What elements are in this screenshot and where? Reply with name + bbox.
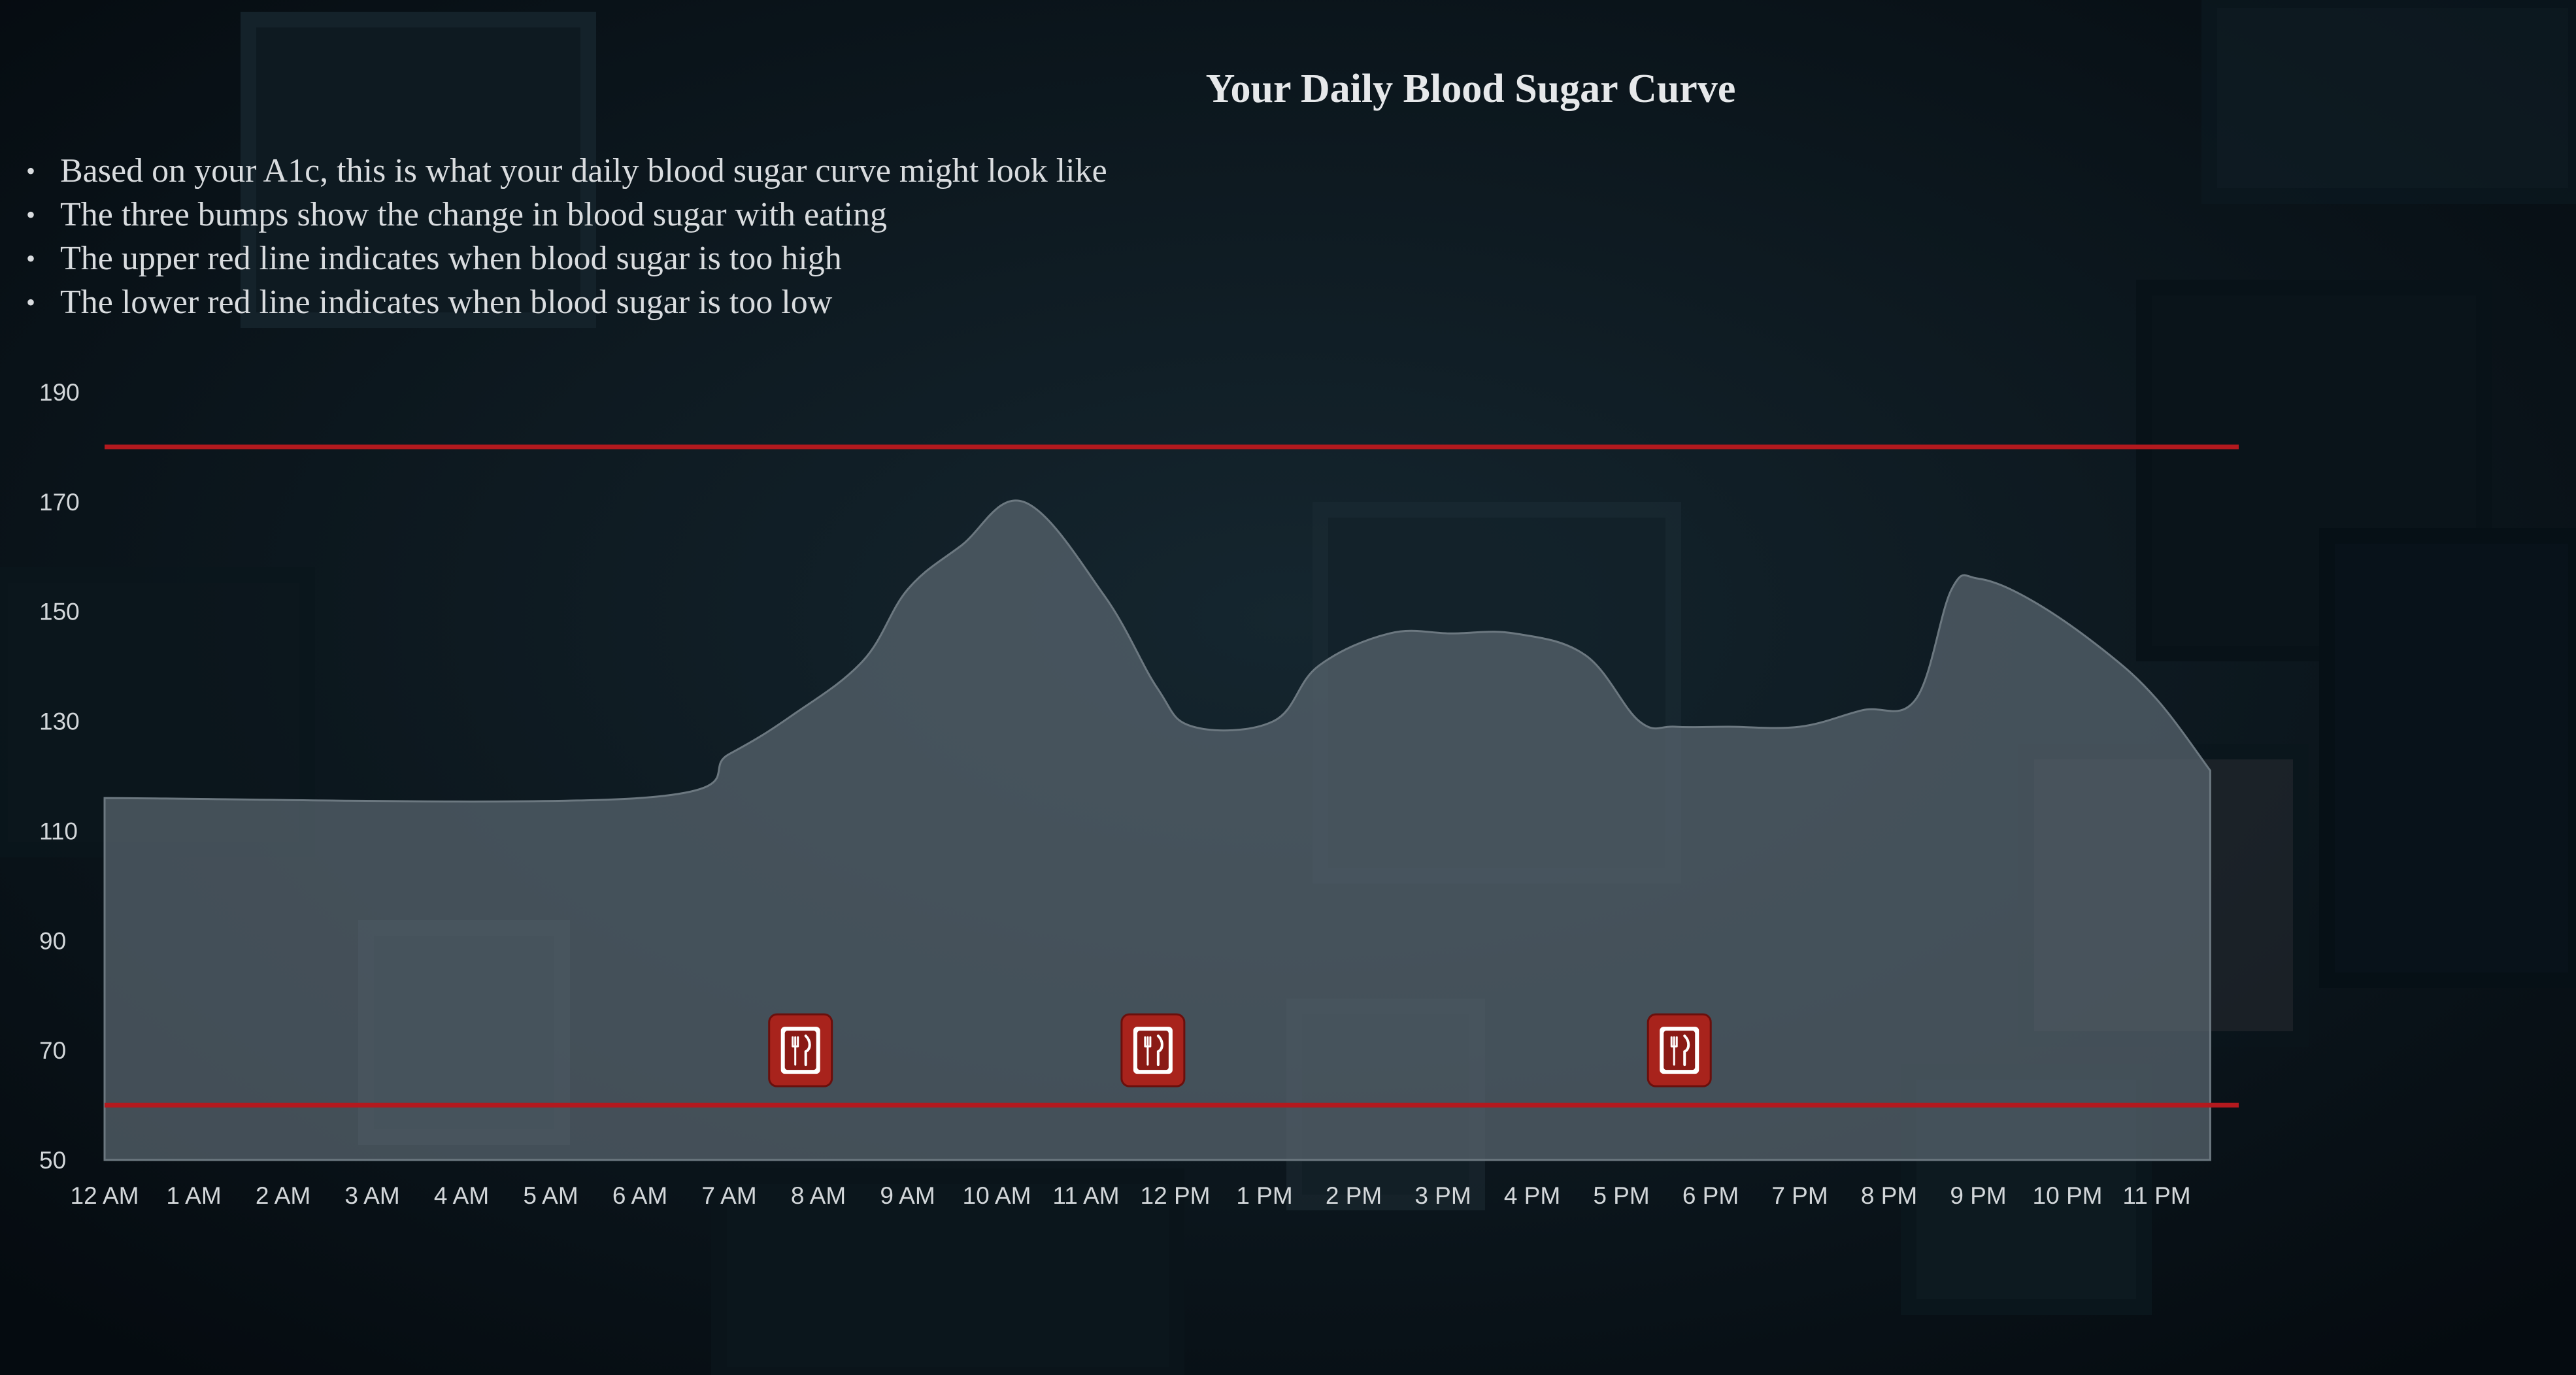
x-tick-label: 7 AM xyxy=(701,1182,756,1209)
x-tick-label: 12 AM xyxy=(71,1182,139,1209)
y-tick-label: 130 xyxy=(39,708,80,735)
x-tick-label: 5 PM xyxy=(1593,1182,1649,1209)
x-tick-label: 3 PM xyxy=(1414,1182,1471,1209)
fork-knife-icon xyxy=(768,1013,833,1087)
x-tick-label: 4 AM xyxy=(434,1182,489,1209)
x-tick-label: 5 AM xyxy=(523,1182,578,1209)
fork-knife-icon xyxy=(1120,1013,1186,1087)
explanation-item: The upper red line indicates when blood … xyxy=(26,237,1107,280)
x-tick-label: 12 PM xyxy=(1141,1182,1211,1209)
x-tick-label: 1 PM xyxy=(1236,1182,1292,1209)
fork-knife-icon xyxy=(1647,1013,1712,1087)
x-tick-label: 11 PM xyxy=(2122,1182,2190,1209)
x-tick-label: 2 PM xyxy=(1326,1182,1382,1209)
explanation-item: The lower red line indicates when blood … xyxy=(26,280,1107,324)
x-tick-label: 6 PM xyxy=(1682,1182,1739,1209)
explanation-list: Based on your A1c, this is what your dai… xyxy=(26,149,1107,324)
y-tick-label: 170 xyxy=(39,489,80,516)
x-tick-label: 9 PM xyxy=(1950,1182,2006,1209)
y-tick-label: 90 xyxy=(39,927,66,954)
x-tick-label: 8 PM xyxy=(1861,1182,1917,1209)
explanation-item: Based on your A1c, this is what your dai… xyxy=(26,149,1107,193)
x-tick-label: 3 AM xyxy=(344,1182,399,1209)
y-tick-label: 50 xyxy=(39,1147,66,1174)
x-tick-label: 4 PM xyxy=(1504,1182,1560,1209)
x-tick-label: 8 AM xyxy=(791,1182,846,1209)
y-tick-label: 190 xyxy=(39,379,80,406)
y-tick-label: 70 xyxy=(39,1037,66,1064)
x-tick-label: 11 AM xyxy=(1052,1182,1119,1209)
explanation-item: The three bumps show the change in blood… xyxy=(26,193,1107,237)
area-series-0 xyxy=(103,499,2211,1161)
chart-title: Your Daily Blood Sugar Curve xyxy=(1205,67,1736,111)
x-tick-label: 7 PM xyxy=(1771,1182,1828,1209)
x-tick-label: 9 AM xyxy=(880,1182,935,1209)
x-tick-label: 6 AM xyxy=(612,1182,667,1209)
y-tick-label: 110 xyxy=(39,818,78,844)
y-tick-label: 150 xyxy=(39,599,80,625)
x-tick-label: 1 AM xyxy=(166,1182,221,1209)
x-tick-label: 10 PM xyxy=(2033,1182,2103,1209)
x-tick-label: 2 AM xyxy=(256,1182,310,1209)
x-tick-label: 10 AM xyxy=(963,1182,1031,1209)
